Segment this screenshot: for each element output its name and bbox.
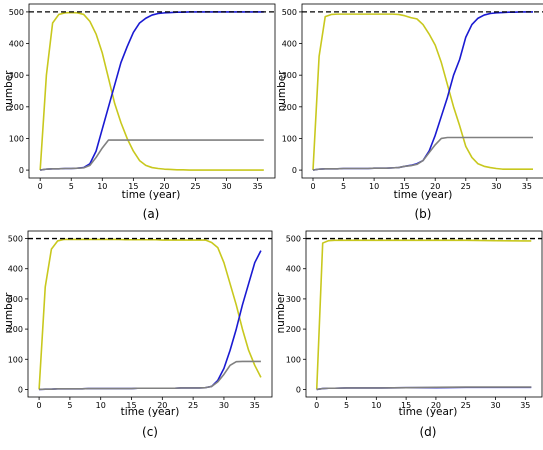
x-tick-label: 25 (190, 182, 200, 191)
x-tick-label: 5 (67, 401, 72, 410)
x-tick-label: 5 (69, 182, 74, 191)
panel-caption: (b) (415, 207, 432, 221)
y-tick-label: 400 (282, 40, 297, 49)
y-tick-label: 400 (8, 265, 23, 274)
plot-frame (301, 3, 543, 179)
x-tick-label: 0 (314, 401, 319, 410)
y-tick-label: 0 (292, 166, 297, 175)
x-tick-label: 5 (341, 182, 346, 191)
x-tick-label: 15 (401, 401, 411, 410)
x-tick-label: 20 (159, 182, 169, 191)
y-tick-label: 0 (18, 385, 23, 394)
x-tick-label: 20 (157, 401, 167, 410)
x-axis-label: time (year) (399, 406, 458, 418)
plot-frame (305, 230, 543, 398)
series-line-blue (312, 11, 533, 171)
x-tick-label: 10 (369, 182, 379, 191)
chart-panel-d: number time (year) (d) 0 5 10 15 20 25 30 35 0 10… (275, 230, 543, 439)
x-tick-label: 0 (38, 182, 43, 191)
y-axis-label: number (275, 292, 287, 334)
y-tick-label: 500 (286, 235, 301, 244)
x-tick-label: 0 (37, 401, 42, 410)
x-axis-label: time (year) (122, 189, 181, 201)
x-tick-label: 10 (371, 401, 381, 410)
x-tick-label: 15 (126, 401, 136, 410)
x-tick-label: 20 (431, 401, 441, 410)
chart-panel-a: number time (year) (a) 0 5 10 15 20 25 30 35 0 10… (3, 3, 276, 221)
x-tick-label: 20 (430, 182, 440, 191)
x-tick-label: 30 (491, 182, 501, 191)
y-tick-label: 500 (9, 8, 24, 17)
series-line-gray (39, 360, 261, 391)
y-tick-label: 400 (286, 265, 301, 274)
y-tick-label: 300 (8, 295, 23, 304)
x-tick-label: 30 (221, 182, 231, 191)
panel-caption: (a) (143, 207, 160, 221)
y-tick-label: 200 (286, 325, 301, 334)
series-line-yellow (39, 11, 264, 171)
x-axis-label: time (year) (394, 189, 453, 201)
panel-caption: (d) (420, 425, 437, 439)
y-tick-label: 500 (8, 235, 23, 244)
x-tick-label: 35 (253, 182, 263, 191)
y-axis-label: number (3, 292, 15, 334)
y-tick-label: 300 (282, 71, 297, 80)
x-tick-label: 25 (461, 401, 471, 410)
y-tick-label: 100 (8, 355, 23, 364)
series-line-yellow (38, 238, 262, 390)
chart-panel-b: number time (year) (b) 0 5 10 15 20 25 30 35 0 10… (276, 3, 543, 221)
x-tick-label: 25 (188, 401, 198, 410)
series-line-gray (40, 139, 264, 171)
series-line-yellow (315, 239, 532, 390)
y-tick-label: 500 (282, 8, 297, 17)
x-tick-label: 15 (128, 182, 138, 191)
x-tick-label: 35 (250, 401, 260, 410)
y-tick-label: 200 (9, 103, 24, 112)
panel-caption: (c) (142, 425, 158, 439)
x-tick-label: 0 (310, 182, 315, 191)
x-tick-label: 35 (520, 401, 530, 410)
series-line-gray (316, 386, 532, 391)
x-axis-label: time (year) (121, 406, 180, 418)
series-line-gray (312, 136, 533, 171)
x-tick-label: 30 (490, 401, 500, 410)
y-tick-label: 300 (286, 295, 301, 304)
plot-frame (28, 3, 276, 179)
y-axis-label: number (3, 70, 15, 112)
series-line-blue (40, 11, 264, 171)
series-line-yellow (312, 13, 533, 171)
y-tick-label: 200 (8, 325, 23, 334)
x-tick-label: 10 (96, 401, 106, 410)
y-tick-label: 0 (19, 166, 24, 175)
plot-frame (27, 230, 273, 398)
chart-panel-c: number time (year) (c) 0 5 10 15 20 25 30 35 0 10… (3, 230, 273, 439)
y-tick-label: 0 (296, 385, 301, 394)
y-tick-label: 400 (9, 40, 24, 49)
x-tick-label: 15 (400, 182, 410, 191)
x-tick-label: 30 (219, 401, 229, 410)
y-tick-label: 200 (282, 103, 297, 112)
y-tick-label: 100 (282, 134, 297, 143)
y-tick-label: 100 (9, 134, 24, 143)
y-tick-label: 300 (9, 71, 24, 80)
x-tick-label: 35 (522, 182, 532, 191)
y-axis-label: number (276, 70, 288, 112)
y-tick-label: 100 (286, 355, 301, 364)
x-tick-label: 25 (461, 182, 471, 191)
x-tick-label: 5 (344, 401, 349, 410)
x-tick-label: 10 (97, 182, 107, 191)
